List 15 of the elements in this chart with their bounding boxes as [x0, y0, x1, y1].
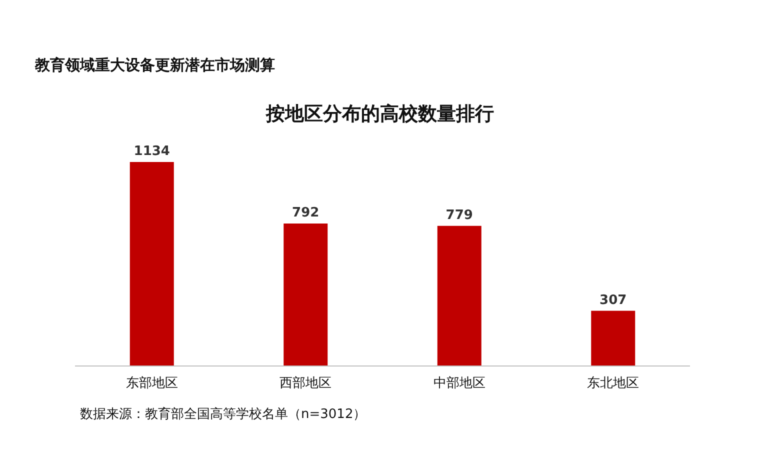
data-label: 1134 [134, 144, 170, 159]
x-tick-label: 东部地区 [126, 376, 178, 391]
chart-subtitle: 教育领域重大设备更新潜在市场测算 [34, 56, 275, 74]
data-label: 779 [446, 208, 473, 223]
chart-title: 按地区分布的高校数量排行 [265, 103, 494, 125]
data-label: 307 [600, 292, 627, 308]
bar [437, 226, 482, 366]
x-tick-label: 东北地区 [587, 376, 640, 391]
bar [130, 162, 174, 366]
bar [591, 310, 636, 366]
source-note: 数据来源：教育部全国高等学校名单（n=3012） [80, 406, 366, 422]
bar [284, 224, 328, 366]
x-tick-label: 中部地区 [433, 376, 486, 391]
x-tick-label: 西部地区 [280, 376, 332, 391]
data-label: 792 [292, 206, 320, 221]
